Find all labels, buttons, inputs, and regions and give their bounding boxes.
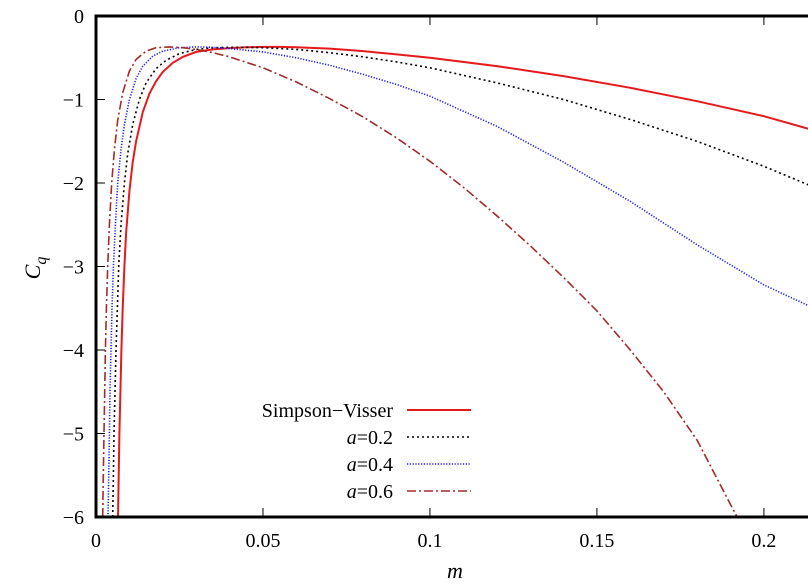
legend-label-value-0: Simpson−Visser: [262, 400, 394, 422]
y-tick-label-4: −4: [63, 340, 84, 362]
y-tick-label-0: 0: [74, 6, 84, 28]
legend-label-value-1: =0.2: [357, 427, 393, 449]
y-axis-title-sub: q: [33, 257, 50, 265]
legend-label-value-3: =0.6: [357, 481, 393, 503]
ticks-layer: 0 0.05 0.1 0.15 0.2 0 −1 −2 −3 −4 −5 −6: [63, 6, 777, 552]
x-tick-label-4: 0.2: [751, 530, 776, 552]
x-tick-label-2: 0.1: [417, 530, 442, 552]
y-tick-label-2: −2: [63, 173, 84, 195]
series-line-0: [117, 45, 808, 517]
series-line-1: [111, 46, 808, 517]
series-layer: [101, 45, 808, 517]
plot-frame: [94, 14, 808, 519]
x-tick-label-3: 0.15: [579, 530, 614, 552]
x-axis-title: m: [447, 558, 463, 583]
series-line-2: [107, 46, 808, 517]
legend-label-3: a=0.6: [347, 481, 393, 503]
y-tick-label-1: −1: [63, 90, 84, 112]
legend-label-0: Simpson−Visser: [262, 400, 394, 422]
y-tick-label-6: −6: [63, 507, 84, 529]
legend-label-1: a=0.2: [347, 427, 393, 449]
y-axis-title: Cq: [20, 257, 50, 280]
x-tick-label-0: 0: [91, 530, 101, 552]
y-tick-label-3: −3: [63, 257, 84, 279]
y-axis-title-main: C: [20, 264, 45, 279]
legend-label-2: a=0.4: [347, 454, 393, 476]
legend-label-prefix-3: a: [347, 481, 357, 503]
legend-label-value-2: =0.4: [357, 454, 393, 476]
series-line-3: [101, 46, 738, 517]
x-tick-label-1: 0.05: [245, 530, 280, 552]
legend-label-prefix-1: a: [347, 427, 357, 449]
legend-label-prefix-2: a: [347, 454, 357, 476]
y-tick-label-5: −5: [63, 424, 84, 446]
